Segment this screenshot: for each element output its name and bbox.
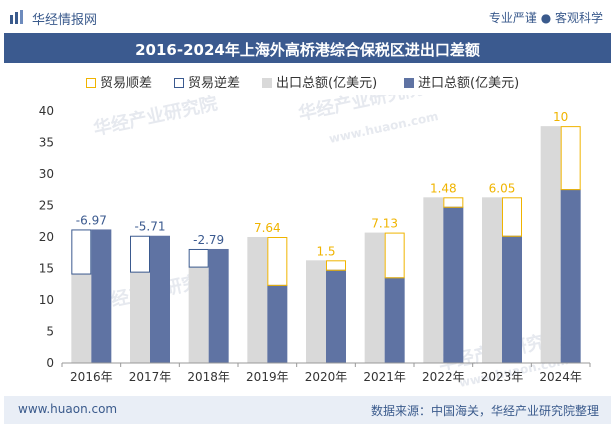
brand-name[interactable]: 华经情报网 bbox=[32, 13, 98, 28]
import-bar bbox=[91, 229, 112, 363]
legend-swatch-import bbox=[404, 78, 414, 88]
bar-chart-logo-icon bbox=[10, 10, 23, 24]
deficit-box bbox=[71, 229, 92, 275]
balance-label: 10 bbox=[553, 110, 568, 124]
watermark-text: 华经产业研究院 bbox=[91, 95, 219, 140]
export-bar bbox=[482, 197, 502, 363]
title-bar: 2016-2024年上海外高桥港综合保税区进出口差额 bbox=[4, 33, 611, 63]
export-bar bbox=[188, 266, 209, 363]
export-bar bbox=[247, 237, 268, 363]
y-axis: 0 5 10 15 20 25 30 35 40 bbox=[39, 104, 54, 370]
bar-chart: 华经产业研究院 华经产业研究院 www.huaon.com 华经产业研究院 华经… bbox=[39, 95, 591, 390]
legend-item-import: 进口总额(亿美元) bbox=[404, 72, 519, 91]
surplus-box bbox=[384, 232, 405, 279]
surplus-box bbox=[443, 197, 464, 208]
x-tick-label: 2022年 bbox=[422, 370, 465, 384]
export-bar bbox=[540, 126, 561, 364]
surplus-box bbox=[267, 237, 288, 286]
footer: www.huaon.com 数据来源：中国海关，华经产业研究院整理 bbox=[4, 396, 611, 424]
y-tick-label: 40 bbox=[39, 104, 54, 118]
chart-title: 2016-2024年上海外高桥港综合保税区进出口差额 bbox=[135, 41, 480, 59]
surplus-box bbox=[560, 126, 581, 191]
y-tick-label: 25 bbox=[39, 199, 54, 213]
data-source: 数据来源：中国海关，华经产业研究院整理 bbox=[370, 404, 599, 418]
y-tick-label: 30 bbox=[39, 167, 54, 181]
export-bar bbox=[423, 197, 444, 363]
balance-label: 7.64 bbox=[254, 221, 281, 235]
deficit-box bbox=[188, 248, 209, 268]
export-bar bbox=[306, 260, 326, 363]
balance-label: 6.05 bbox=[489, 181, 516, 195]
x-axis: 2016年 2017年 2018年 2019年 2020年 2021年 2022年 2023年… bbox=[61, 362, 591, 384]
deficit-box bbox=[130, 235, 150, 273]
balance-label: 1.48 bbox=[430, 181, 457, 195]
legend-label-import: 进口总额(亿美元) bbox=[418, 76, 520, 91]
legend-swatch-export bbox=[262, 78, 272, 88]
import-bar bbox=[502, 235, 522, 363]
legend-label-surplus: 贸易顺差 bbox=[100, 76, 153, 91]
x-tick-label: 2021年 bbox=[363, 370, 406, 384]
x-tick-label: 2019年 bbox=[246, 370, 289, 384]
legend-item-export: 出口总额(亿美元) bbox=[262, 72, 377, 91]
legend-label-export: 出口总额(亿美元) bbox=[276, 76, 378, 91]
top-bar: 华经情报网 专业严谨 ● 客观科学 bbox=[0, 0, 615, 33]
legend-swatch-deficit bbox=[174, 78, 184, 88]
import-bar bbox=[384, 277, 405, 363]
surplus-box bbox=[502, 197, 522, 237]
import-bar bbox=[560, 189, 581, 363]
export-bar bbox=[71, 273, 92, 363]
x-tick-label: 2023年 bbox=[481, 370, 524, 384]
y-tick-label: 10 bbox=[39, 293, 54, 307]
export-bar bbox=[130, 271, 150, 363]
x-tick-label: 2018年 bbox=[187, 370, 230, 384]
x-tick-label: 2017年 bbox=[129, 370, 172, 384]
balance-label: 1.5 bbox=[316, 244, 335, 258]
import-bar bbox=[150, 235, 170, 363]
legend-label-deficit: 贸易逆差 bbox=[188, 76, 241, 91]
y-tick-label: 35 bbox=[39, 136, 54, 150]
balance-label: -6.97 bbox=[76, 213, 107, 227]
surplus-box bbox=[326, 260, 346, 271]
x-tick-label: 2020年 bbox=[305, 370, 348, 384]
balance-label: -5.71 bbox=[134, 220, 165, 234]
y-tick-label: 15 bbox=[39, 262, 54, 276]
footer-url[interactable]: www.huaon.com bbox=[18, 402, 118, 416]
x-tick-label: 2016年 bbox=[70, 370, 113, 384]
legend-swatch-surplus bbox=[86, 78, 96, 88]
import-bar bbox=[443, 206, 464, 363]
bars-layer: -6.97 -5.71 -2.79 7.64 1.5 7.13 1.48 6.05 10 bbox=[71, 110, 581, 364]
balance-label: 7.13 bbox=[371, 217, 398, 231]
y-tick-label: 20 bbox=[39, 230, 54, 244]
import-bar bbox=[267, 284, 288, 363]
export-bar bbox=[364, 232, 385, 363]
y-tick-label: 5 bbox=[46, 325, 54, 339]
x-tick-label: 2024年 bbox=[539, 370, 582, 384]
y-tick-label: 0 bbox=[46, 356, 54, 370]
import-bar bbox=[326, 269, 346, 363]
legend: 贸易顺差 贸易逆差 出口总额(亿美元) 进口总额(亿美元) bbox=[0, 72, 615, 92]
slogan: 专业严谨 ● 客观科学 bbox=[488, 11, 603, 25]
legend-item-surplus: 贸易顺差 bbox=[86, 72, 152, 91]
legend-item-deficit: 贸易逆差 bbox=[174, 72, 240, 91]
import-bar bbox=[208, 248, 229, 363]
balance-label: -2.79 bbox=[193, 233, 224, 247]
